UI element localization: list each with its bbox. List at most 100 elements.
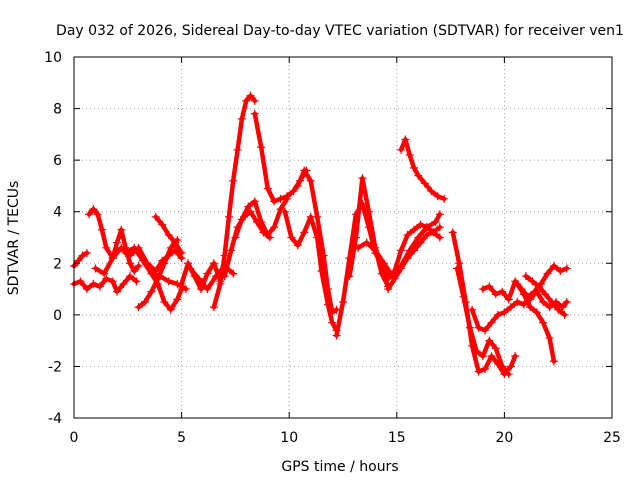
y-tick-label: 2 bbox=[53, 256, 62, 272]
data-point-marker bbox=[287, 233, 296, 242]
data-point-marker bbox=[397, 246, 406, 255]
data-point-marker bbox=[459, 292, 468, 301]
data-point-marker bbox=[422, 230, 431, 239]
series-trace bbox=[211, 93, 258, 310]
data-point-marker bbox=[147, 269, 156, 278]
y-tick-label: 8 bbox=[53, 102, 62, 118]
data-point-marker bbox=[455, 259, 464, 268]
data-point-marker bbox=[429, 228, 438, 237]
data-point-marker bbox=[293, 241, 302, 250]
data-point-marker bbox=[539, 318, 548, 327]
data-point-marker bbox=[549, 357, 558, 366]
data-point-marker bbox=[332, 331, 341, 340]
data-point-marker bbox=[379, 259, 388, 268]
data-point-marker bbox=[435, 223, 444, 232]
data-point-marker bbox=[526, 303, 535, 312]
data-point-marker bbox=[113, 238, 122, 247]
data-point-marker bbox=[506, 303, 515, 312]
data-point-marker bbox=[339, 297, 347, 306]
data-point-marker bbox=[403, 230, 412, 239]
plot-frame bbox=[73, 56, 613, 419]
data-point-marker bbox=[82, 285, 91, 294]
data-point-marker bbox=[134, 303, 143, 312]
data-point-marker bbox=[229, 269, 238, 278]
data-point-marker bbox=[184, 259, 193, 268]
series-trace bbox=[295, 168, 339, 315]
data-series-track-21 bbox=[397, 135, 449, 203]
x-axis-label: GPS time / hours bbox=[281, 459, 398, 475]
data-point-marker bbox=[164, 277, 173, 286]
data-point-marker bbox=[351, 233, 360, 242]
data-point-marker bbox=[403, 254, 412, 263]
data-point-marker bbox=[108, 277, 117, 286]
data-point-marker bbox=[270, 197, 279, 206]
data-point-marker bbox=[474, 323, 483, 332]
data-point-marker bbox=[472, 346, 481, 355]
data-point-marker bbox=[323, 285, 332, 294]
data-point-marker bbox=[173, 295, 182, 304]
data-point-marker bbox=[481, 365, 490, 374]
data-point-marker bbox=[560, 310, 569, 319]
data-point-marker bbox=[500, 308, 509, 317]
series-trace bbox=[222, 209, 273, 279]
data-point-marker bbox=[216, 279, 225, 288]
data-point-marker bbox=[171, 238, 180, 247]
data-point-marker bbox=[177, 248, 186, 257]
data-point-marker bbox=[511, 352, 520, 361]
data-point-marker bbox=[431, 218, 440, 227]
y-tick-label: -2 bbox=[48, 359, 62, 375]
data-point-marker bbox=[276, 205, 285, 214]
data-point-marker bbox=[435, 210, 444, 219]
data-point-marker bbox=[160, 259, 169, 268]
data-point-marker bbox=[384, 285, 393, 294]
data-series-track-8 bbox=[151, 212, 186, 257]
data-point-marker bbox=[82, 248, 91, 257]
data-series-track-16 bbox=[293, 166, 341, 317]
data-point-marker bbox=[227, 246, 236, 255]
data-point-marker bbox=[108, 254, 117, 263]
data-point-marker bbox=[541, 290, 550, 299]
data-point-marker bbox=[498, 287, 507, 296]
data-point-marker bbox=[242, 96, 251, 105]
data-point-marker bbox=[212, 272, 221, 281]
data-point-marker bbox=[433, 192, 442, 201]
data-point-marker bbox=[233, 145, 242, 154]
data-point-marker bbox=[250, 109, 259, 118]
data-point-marker bbox=[78, 251, 87, 260]
data-point-marker bbox=[491, 344, 500, 353]
data-point-marker bbox=[93, 210, 102, 219]
data-point-marker bbox=[125, 259, 134, 268]
data-point-marker bbox=[440, 194, 449, 203]
data-point-marker bbox=[474, 367, 483, 376]
data-series-track-20 bbox=[384, 223, 444, 294]
data-point-marker bbox=[257, 218, 266, 227]
data-point-marker bbox=[91, 264, 100, 273]
data-point-marker bbox=[513, 297, 522, 306]
data-point-marker bbox=[166, 305, 175, 314]
data-point-marker bbox=[556, 267, 565, 276]
data-point-marker bbox=[478, 285, 487, 294]
data-point-marker bbox=[220, 272, 229, 281]
data-point-marker bbox=[397, 145, 406, 154]
data-point-marker bbox=[203, 285, 212, 294]
data-point-marker bbox=[478, 352, 487, 361]
data-point-marker bbox=[319, 251, 328, 260]
y-axis-label: SDTVAR / TECUs bbox=[6, 181, 22, 296]
data-point-marker bbox=[493, 310, 502, 319]
data-point-marker bbox=[485, 282, 494, 291]
data-point-marker bbox=[293, 181, 302, 190]
data-point-marker bbox=[543, 269, 552, 278]
data-point-marker bbox=[410, 246, 419, 255]
data-point-marker bbox=[246, 91, 255, 100]
data-point-marker bbox=[147, 287, 156, 296]
data-point-marker bbox=[141, 297, 150, 306]
data-point-marker bbox=[332, 305, 341, 314]
data-point-marker bbox=[453, 264, 462, 273]
y-tick-label: 4 bbox=[53, 205, 62, 221]
data-point-marker bbox=[97, 225, 106, 234]
data-point-marker bbox=[362, 238, 371, 247]
series-trace bbox=[86, 206, 141, 274]
data-point-marker bbox=[134, 261, 143, 270]
data-point-marker bbox=[416, 220, 425, 229]
data-point-marker bbox=[270, 223, 279, 232]
